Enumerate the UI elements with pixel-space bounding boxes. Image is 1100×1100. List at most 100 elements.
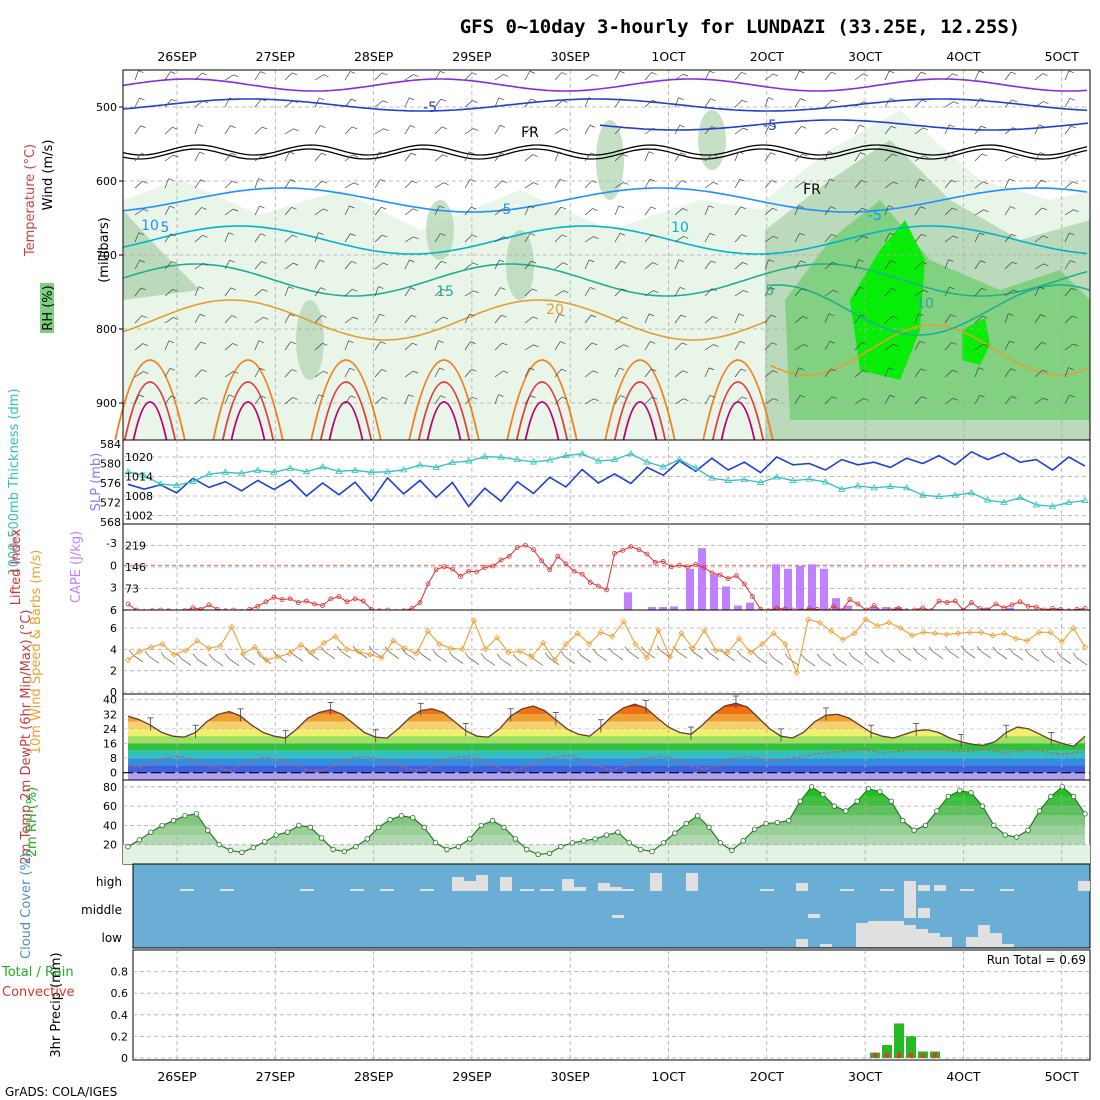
temp-contour [122,299,768,341]
cape-bar [722,586,730,610]
wind-barb [922,261,928,265]
wind-barb [1004,178,1010,189]
wind-barb [524,316,534,324]
wind-barb [948,259,954,262]
lifted-index-marker [741,581,747,587]
wind-barb [314,180,323,189]
wind-barb [164,368,171,378]
contour-label: 20 [546,302,564,318]
wind-barb [319,97,325,101]
lifted-index-marker [336,594,342,599]
slp-axis-label: SLP (mb) [89,453,104,512]
wind-barb [272,650,278,656]
rh-marker [820,791,826,798]
high-cloud-block [380,889,394,891]
wind-barb [854,101,864,108]
wind-barb [1064,153,1073,162]
wind-barb [212,658,224,667]
wind-barb [674,287,681,297]
precip-convective-bar [921,1053,925,1058]
wind-barb [404,287,411,297]
temp-contour [622,401,658,441]
lifted-index-marker [441,564,447,570]
wind-barb [918,313,924,316]
wind-barb [710,260,717,264]
lifted-index-marker [458,574,463,579]
wind-barb [614,205,620,216]
thickness-marker [643,458,651,465]
wind-barb [591,314,597,318]
lifted-index-marker [855,601,861,607]
wind-barb [1064,181,1073,189]
wind-barb [254,71,261,81]
wind-barb [464,262,474,270]
temp-contour [310,359,382,441]
wind-barb [134,181,143,189]
wind-barb [224,153,232,162]
wind-barb [434,395,441,405]
wind-barb [1042,397,1049,401]
wind-barb [683,236,689,239]
wind-barb [674,236,684,243]
rh-marker [660,840,667,846]
wind-barb [794,288,802,297]
wind-barb [1010,206,1016,209]
wind-barb [563,128,569,131]
rh-marker [216,842,222,848]
wind-barb [349,205,355,209]
wind-barb [224,343,233,351]
high-cloud-block [610,887,622,891]
wind-barb [292,100,299,104]
slp-tick-label: 1020 [125,451,153,464]
wind-barb [352,288,358,292]
wind-barb [382,100,388,104]
wind-barb [464,179,471,189]
wind-barb [734,341,741,351]
wind-speed-marker [666,653,673,660]
lifted-index-marker [668,564,674,570]
wind-barb [494,236,504,243]
wind-barb [739,178,745,182]
wind-barb [858,259,864,262]
wind-barb [1034,152,1041,162]
wind-barb [589,124,595,128]
wind-barb [914,178,920,189]
wind-speed-marker [689,645,697,652]
wind-barb [374,397,383,405]
wind-barb [382,234,388,238]
wind-barb [653,290,659,293]
wind-barb [741,72,747,75]
wind-barb [1069,232,1075,236]
temp2m-panel [122,693,1091,781]
wind-barb [404,125,411,135]
thickness-marker [335,467,343,474]
wind-speed-marker [805,616,812,623]
wind-barb [919,340,925,344]
thickness-marker [464,457,473,464]
wind-barb [983,209,989,213]
wind-speed-marker [1070,624,1077,632]
wind-barb [1034,342,1042,351]
wind-barb [344,182,354,189]
wind-barb [260,71,266,74]
temp-contour [122,98,1088,112]
wind-barb [1060,656,1072,665]
thickness-marker [448,458,457,465]
wind-barb [420,653,432,662]
thickness-marker [513,455,521,462]
wind-barb [289,313,295,317]
wind-barb [704,70,710,81]
middle-cloud-block [918,908,930,918]
wind-barb [1034,235,1044,243]
wind-barb [468,657,480,665]
wind-barb [1072,652,1078,659]
wind-barb [920,206,926,209]
wind-barb [919,178,925,182]
wind10m-panel [122,609,1091,695]
wind-speed-marker [885,619,893,626]
lifted-index-marker [271,594,277,600]
footer-credit: GrADS: COLA/IGES [5,1085,117,1099]
thickness-marker [805,475,813,482]
rh-shading [962,318,990,365]
wind-barb [949,286,955,290]
